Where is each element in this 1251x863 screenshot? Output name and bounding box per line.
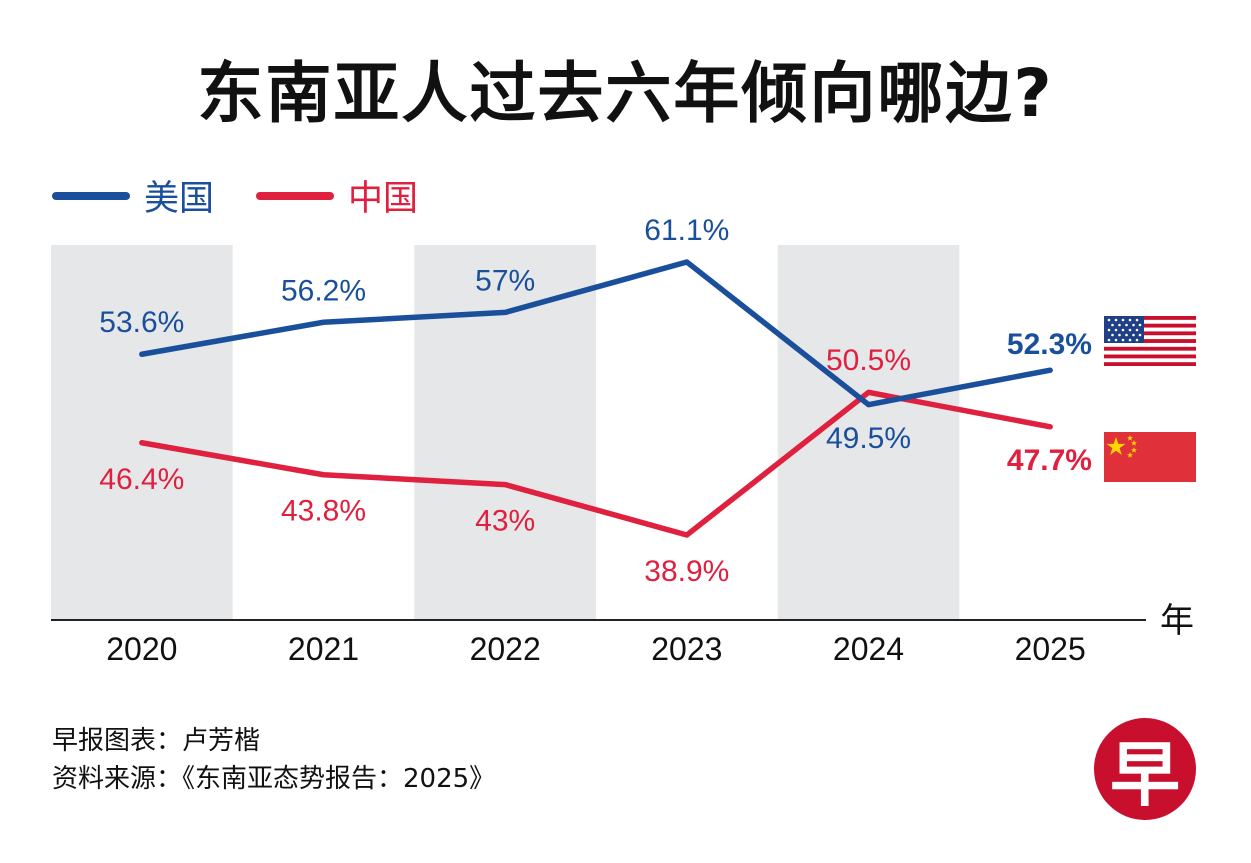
zaobao-logo: 早 xyxy=(1094,718,1196,820)
band-2020 xyxy=(51,245,233,620)
data-label-china-2021: 43.8% xyxy=(281,495,366,528)
legend-swatch-china xyxy=(256,191,335,200)
x-tick-label-2021: 2021 xyxy=(288,631,359,667)
legend-label-china: 中国 xyxy=(348,179,419,219)
data-label-us-2022: 57% xyxy=(475,264,535,297)
legend: 美国 中国 xyxy=(52,170,460,221)
data-label-china-2024: 50.5% xyxy=(826,344,911,377)
data-label-china-2020: 46.4% xyxy=(99,463,184,496)
x-tick-label-2022: 2022 xyxy=(470,631,541,667)
legend-item-china: 中国 xyxy=(256,170,418,221)
x-tick-label-2020: 2020 xyxy=(106,631,177,667)
data-label-us-2025: 52.3% xyxy=(1007,328,1092,361)
china-flag-icon xyxy=(1104,432,1196,482)
data-label-china-2025: 47.7% xyxy=(1007,444,1092,477)
x-axis-unit-label: 年 xyxy=(1160,601,1194,641)
band-2024 xyxy=(777,245,960,620)
data-label-us-2023: 61.1% xyxy=(644,214,729,247)
chart-title: 东南亚人过去六年倾向哪边? xyxy=(197,55,1054,132)
x-tick-label-2023: 2023 xyxy=(651,631,722,667)
band-2022 xyxy=(414,245,596,620)
legend-swatch-us xyxy=(52,191,130,200)
source-credit: 早报图表：卢芳楷 xyxy=(52,726,261,756)
data-label-us-2024: 49.5% xyxy=(826,422,911,455)
data-label-china-2023: 38.9% xyxy=(644,555,729,588)
data-label-china-2022: 43% xyxy=(475,505,535,538)
data-label-us-2021: 56.2% xyxy=(281,274,366,307)
source-note: 早报图表：卢芳楷 资料来源：《东南亚态势报告：2025》 xyxy=(52,722,495,798)
data-label-us-2020: 53.6% xyxy=(99,306,184,339)
logo-text: 早 xyxy=(1110,733,1180,816)
line-chart: 年 2020 2021 2022 2023 2024 2025 53.6% 56.2% 57% 61… xyxy=(51,214,1194,667)
series-line-us xyxy=(139,259,1053,408)
source-reference: 资料来源：《东南亚态势报告：2025》 xyxy=(52,764,496,794)
x-tick-label-2025: 2025 xyxy=(1015,631,1086,667)
legend-label-us: 美国 xyxy=(144,179,215,219)
x-tick-label-2024: 2024 xyxy=(833,631,904,667)
us-flag-icon xyxy=(1104,316,1196,366)
legend-item-us: 美国 xyxy=(52,170,214,221)
